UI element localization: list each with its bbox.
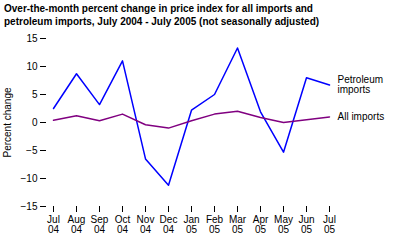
svg-text:Mar05: Mar05	[229, 214, 247, 235]
svg-text:0: 0	[32, 117, 38, 128]
svg-text:All imports: All imports	[338, 111, 385, 122]
svg-text:15: 15	[26, 33, 38, 44]
svg-text:−5: −5	[26, 145, 38, 156]
svg-text:Sep04: Sep04	[91, 214, 109, 235]
svg-text:Aug04: Aug04	[68, 214, 86, 235]
svg-text:Nov04: Nov04	[137, 214, 155, 235]
svg-text:Jun05: Jun05	[298, 214, 314, 235]
svg-text:Petroleumimports: Petroleumimports	[338, 74, 384, 95]
svg-text:5: 5	[32, 89, 38, 100]
svg-text:10: 10	[26, 61, 38, 72]
svg-text:Oct04: Oct04	[115, 214, 131, 235]
svg-text:May05: May05	[274, 214, 293, 235]
svg-text:Apr05: Apr05	[253, 214, 269, 235]
svg-text:−10: −10	[21, 173, 38, 184]
svg-text:Jan05: Jan05	[183, 214, 199, 235]
svg-text:Feb05: Feb05	[206, 214, 224, 235]
html-text:Over-the-month percent change: Over-the-month percent change in price i…	[4, 3, 320, 27]
svg-text:Jul05: Jul05	[323, 214, 336, 235]
svg-text:Percent change: Percent change	[2, 87, 13, 157]
svg-text:Jul04: Jul04	[47, 214, 60, 235]
svg-text:−15: −15	[21, 201, 38, 212]
svg-text:Dec04: Dec04	[160, 214, 178, 235]
